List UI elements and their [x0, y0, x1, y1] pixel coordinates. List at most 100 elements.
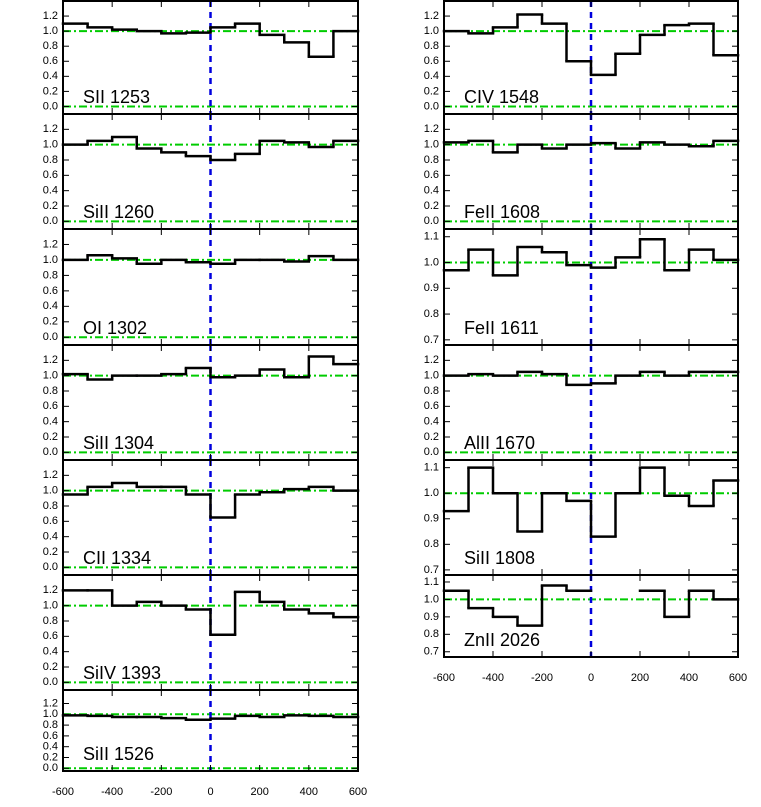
y-tick-label: 1.0: [424, 370, 439, 382]
line-label: SII 1253: [83, 87, 150, 107]
line-label: CII 1334: [83, 548, 151, 568]
y-tick-label: 1.2: [43, 354, 58, 366]
y-tick-label: 1.0: [43, 139, 58, 151]
y-tick-label: 0.6: [43, 630, 58, 642]
y-tick-label: 0.8: [43, 615, 58, 627]
x-tick-label: 400: [680, 672, 698, 684]
y-tick-label: 0.6: [424, 55, 439, 67]
line-label: AlII 1670: [464, 433, 535, 453]
x-tick-label: -600: [52, 786, 74, 798]
y-tick-label: 1.0: [43, 708, 58, 720]
y-tick-label: 0.2: [43, 661, 58, 673]
y-tick-label: 0.4: [43, 185, 58, 197]
y-tick-label: 0.8: [424, 538, 439, 550]
y-tick-label: 0.0: [43, 762, 58, 774]
y-tick-label: 0.0: [43, 446, 58, 458]
line-label: FeII 1608: [464, 202, 540, 222]
x-tick-label: -200: [150, 786, 172, 798]
y-tick-label: 0.8: [43, 269, 58, 281]
y-tick-label: 0.4: [424, 416, 439, 428]
y-tick-label: 0.8: [43, 719, 58, 731]
y-tick-label: 1.1: [424, 576, 439, 588]
y-tick-label: 1.1: [424, 231, 439, 243]
y-tick-label: 1.2: [43, 697, 58, 709]
y-tick-label: 0.6: [43, 730, 58, 742]
y-tick-label: 1.0: [43, 600, 58, 612]
line-label: SiII 1808: [464, 548, 535, 568]
y-tick-label: 0.0: [43, 676, 58, 688]
y-tick-label: 0.8: [43, 385, 58, 397]
y-tick-label: 0.4: [43, 416, 58, 428]
y-tick-label: 1.2: [43, 10, 58, 22]
y-tick-label: 0.8: [424, 308, 439, 320]
y-tick-label: 0.6: [43, 515, 58, 527]
y-tick-label: 0.8: [43, 40, 58, 52]
y-tick-label: 0.0: [424, 446, 439, 458]
line-label: SiII 1526: [83, 744, 154, 764]
y-tick-label: 0.2: [424, 431, 439, 443]
y-tick-label: 1.2: [424, 10, 439, 22]
y-tick-label: 0.2: [424, 200, 439, 212]
x-tick-label: -400: [101, 786, 123, 798]
y-tick-label: 0.2: [43, 751, 58, 763]
y-tick-label: 1.0: [424, 25, 439, 37]
x-tick-label: 200: [631, 672, 649, 684]
y-tick-label: 1.0: [424, 487, 439, 499]
line-label: OI 1302: [83, 318, 147, 338]
y-tick-label: 0.0: [43, 331, 58, 343]
y-tick-label: 0.2: [43, 546, 58, 558]
y-tick-label: 0.6: [43, 169, 58, 181]
line-label: FeII 1611: [464, 318, 539, 338]
y-tick-label: 0.2: [43, 431, 58, 443]
y-tick-label: 0.2: [43, 200, 58, 212]
y-tick-label: 1.0: [43, 370, 58, 382]
x-tick-label: -200: [531, 672, 553, 684]
y-tick-label: 0.6: [424, 400, 439, 412]
line-label: SiII 1260: [83, 202, 154, 222]
y-tick-label: 0.4: [43, 741, 58, 753]
x-tick-label: 200: [250, 786, 268, 798]
y-tick-label: 0.4: [43, 70, 58, 82]
y-tick-label: 1.0: [43, 25, 58, 37]
y-tick-label: 0.8: [424, 154, 439, 166]
line-label: SiII 1304: [83, 433, 154, 453]
y-tick-label: 0.4: [424, 185, 439, 197]
y-tick-label: 1.0: [43, 254, 58, 266]
x-tick-label: 400: [300, 786, 318, 798]
y-tick-label: 0.0: [424, 215, 439, 227]
y-tick-label: 0.4: [43, 531, 58, 543]
y-tick-label: 0.6: [43, 55, 58, 67]
y-tick-label: 0.8: [43, 500, 58, 512]
y-tick-label: 0.4: [43, 646, 58, 658]
y-tick-label: 0.8: [424, 385, 439, 397]
y-tick-label: 0.2: [43, 85, 58, 97]
x-tick-label: 600: [729, 672, 747, 684]
y-tick-label: 0.0: [43, 100, 58, 112]
y-tick-label: 1.2: [43, 123, 58, 135]
y-tick-label: 0.8: [424, 628, 439, 640]
y-tick-label: 0.4: [424, 70, 439, 82]
x-tick-label: -600: [433, 672, 455, 684]
y-tick-label: 0.9: [424, 282, 439, 294]
y-tick-label: 1.0: [424, 256, 439, 268]
y-tick-label: 1.2: [43, 584, 58, 596]
y-tick-label: 0.0: [424, 100, 439, 112]
y-tick-label: 1.0: [424, 139, 439, 151]
y-tick-label: 1.2: [424, 123, 439, 135]
y-tick-label: 0.9: [424, 513, 439, 525]
y-tick-label: 0.6: [43, 285, 58, 297]
y-tick-label: 0.8: [43, 154, 58, 166]
y-tick-label: 0.7: [424, 646, 439, 658]
y-tick-label: 1.2: [43, 469, 58, 481]
y-tick-label: 0.0: [43, 561, 58, 573]
y-tick-label: 0.9: [424, 611, 439, 623]
y-tick-label: 0.6: [424, 169, 439, 181]
y-tick-label: 0.2: [424, 85, 439, 97]
y-tick-label: 0.7: [424, 564, 439, 576]
x-tick-label: -400: [482, 672, 504, 684]
y-tick-label: 0.4: [43, 300, 58, 312]
line-label: CIV 1548: [464, 87, 539, 107]
x-tick-label: 0: [207, 786, 213, 798]
